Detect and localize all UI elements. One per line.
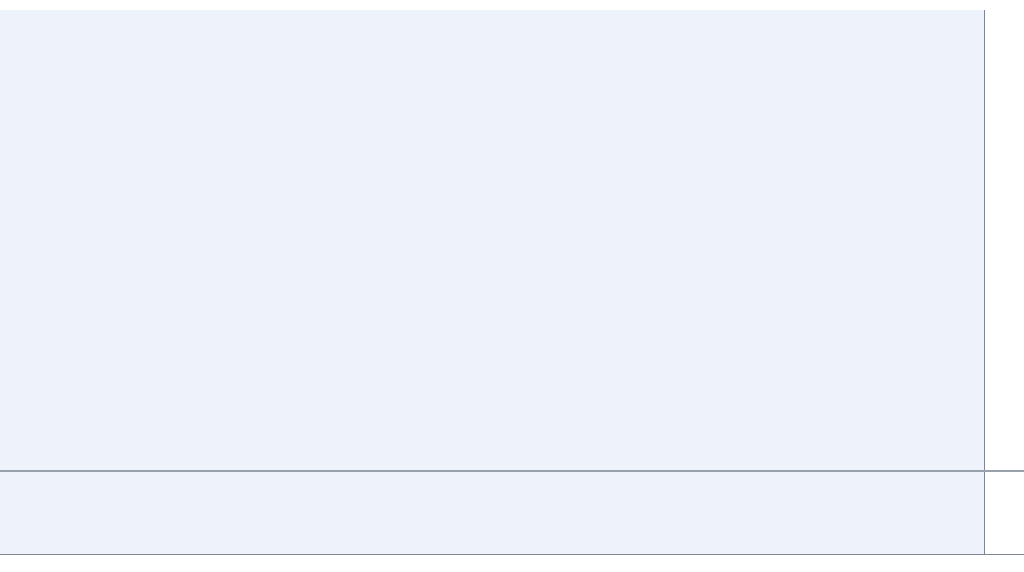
time-axis-border xyxy=(0,554,1024,555)
time-axis[interactable] xyxy=(0,555,1024,572)
chart-title-bar xyxy=(0,0,1024,10)
price-axis[interactable] xyxy=(985,0,1024,572)
price-axis-border xyxy=(984,0,985,555)
panel-separator[interactable] xyxy=(0,470,1024,472)
